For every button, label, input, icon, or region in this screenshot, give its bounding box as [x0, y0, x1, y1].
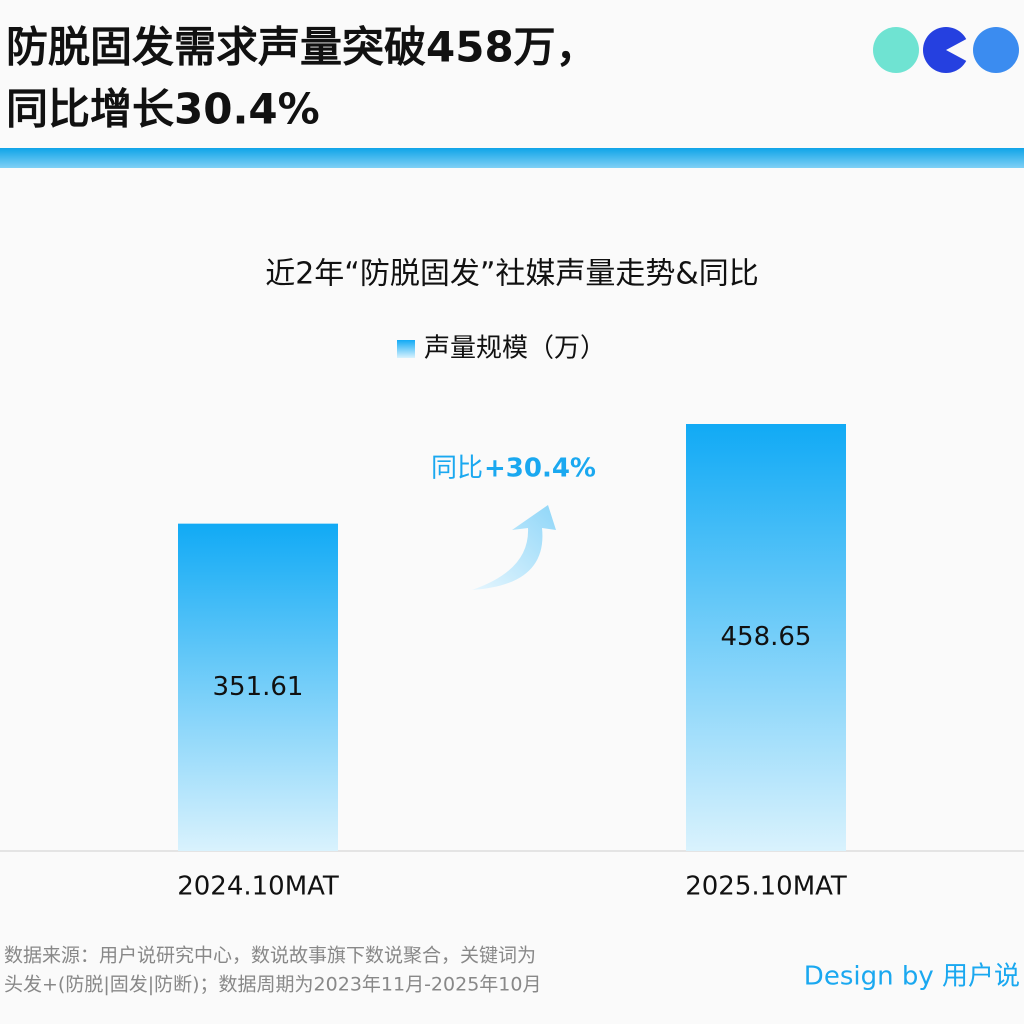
legend-swatch [397, 340, 415, 358]
header-band [0, 148, 1024, 168]
annotation: +30.4% [484, 454, 596, 484]
value-label: 458.65 [721, 622, 812, 652]
legend-label: 声量规模（万） [424, 334, 606, 364]
x-tick-label: 2024.10MAT [177, 872, 339, 902]
x-tick-label: 2025.10MAT [685, 872, 847, 902]
bar [686, 423, 846, 851]
page-title: 同比增长30.4% [6, 85, 320, 134]
bar [178, 523, 338, 851]
annotation: 同比 [431, 454, 483, 484]
plot: 2024.10MAT 2025.10MAT 351.61 458.65 [177, 423, 847, 902]
page-title: 防脱固发需求声量突破458万， [6, 23, 598, 72]
credit: Design by 用户说 [804, 962, 1020, 992]
chart-title: 近2年“防脱固发”社媒声量走势&同比 [265, 257, 759, 292]
logo [873, 27, 1019, 73]
growth-arrow [472, 505, 556, 590]
source-note: 头发+(防脱|固发|防断)；数据周期为2023年11月-2025年10月 [4, 974, 541, 996]
source-note: 数据来源：用户说研究中心，数说故事旗下数说聚合，关键词为 [4, 945, 536, 967]
value-label: 351.61 [213, 672, 304, 702]
